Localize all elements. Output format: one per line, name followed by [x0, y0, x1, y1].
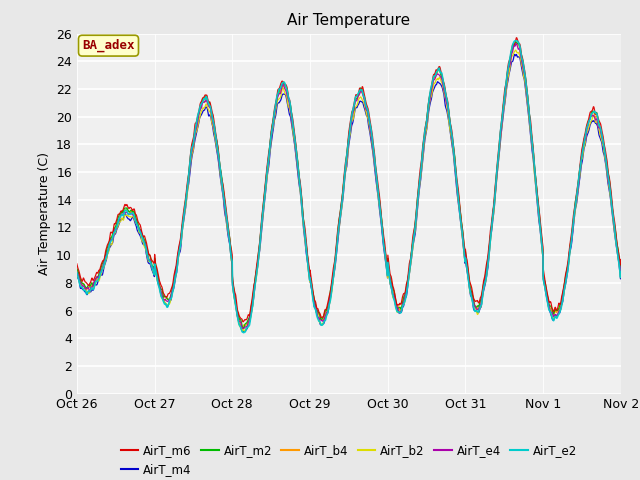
- Title: Air Temperature: Air Temperature: [287, 13, 410, 28]
- Y-axis label: Air Temperature (C): Air Temperature (C): [38, 152, 51, 275]
- Legend: AirT_m6, AirT_m4, AirT_m2, AirT_b4, AirT_b2, AirT_e4, AirT_e2: AirT_m6, AirT_m4, AirT_m2, AirT_b4, AirT…: [116, 439, 582, 480]
- Text: BA_adex: BA_adex: [82, 39, 135, 52]
